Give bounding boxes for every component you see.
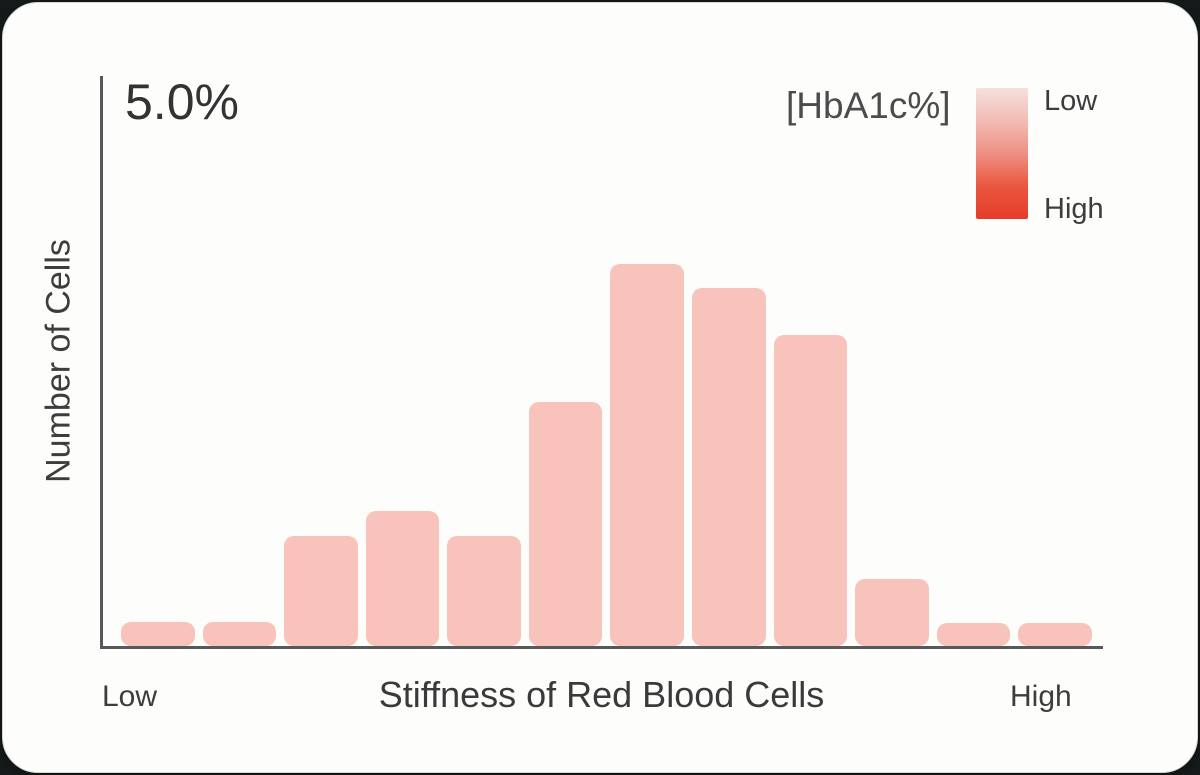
x-axis-title: Stiffness of Red Blood Cells <box>378 674 825 715</box>
colorbar-low-label: Low <box>1044 85 1098 117</box>
histogram-bar <box>447 536 521 646</box>
histogram-bar <box>528 402 603 646</box>
hba1c-percentage-title: 5.0% <box>125 74 239 130</box>
histogram-bar <box>855 579 929 646</box>
y-axis-label: Number of Cells <box>39 239 78 483</box>
histogram-bar <box>773 335 848 646</box>
plot-area <box>100 76 1103 649</box>
histogram-bars <box>121 76 1092 646</box>
y-axis-line <box>100 76 103 649</box>
colorbar-gradient <box>976 88 1028 219</box>
x-axis-line <box>100 646 1103 649</box>
histogram-bar <box>936 623 1011 646</box>
histogram-bar <box>610 264 685 646</box>
x-axis-high-label: High <box>1010 680 1072 713</box>
colorbar-high-label: High <box>1044 193 1104 225</box>
histogram-bar <box>202 622 277 646</box>
histogram-bar <box>121 622 195 646</box>
histogram-bar <box>365 511 440 646</box>
x-axis-low-label: Low <box>102 680 158 713</box>
histogram-bar <box>692 288 766 646</box>
histogram-bar <box>1018 623 1092 646</box>
histogram-bar <box>284 536 358 646</box>
legend-title: [HbA1c%] <box>786 85 951 126</box>
